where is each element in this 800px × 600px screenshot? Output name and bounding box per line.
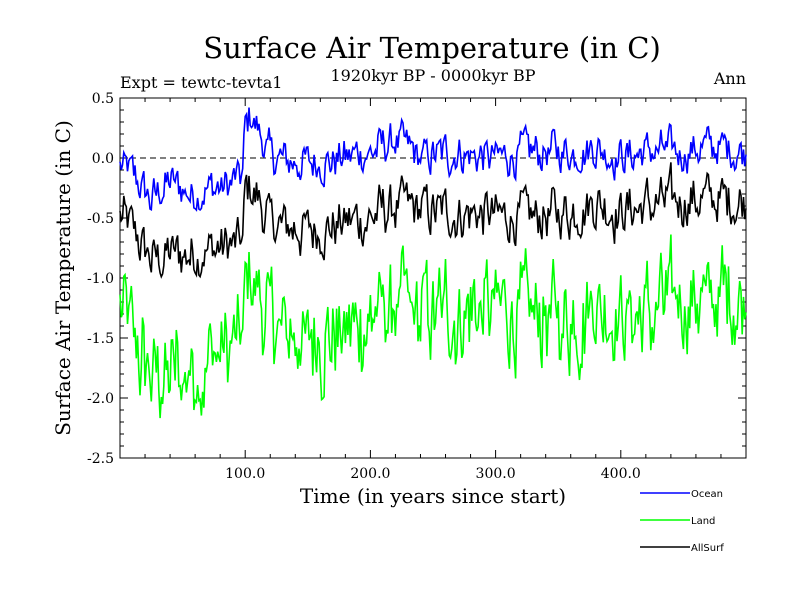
y-tick-label: -2.0 — [87, 391, 114, 407]
x-axis: 100.0 200.0 300.0 400.0 — [144, 98, 722, 482]
chart-subtitle: 1920kyr BP - 0000kyr BP — [331, 66, 536, 85]
period-label: Ann — [713, 69, 746, 88]
y-tick-label: 0.5 — [92, 91, 114, 107]
y-axis: -2.5 -2.0 -1.5 -1.0 -0.5 0.0 0.5 — [87, 91, 746, 467]
x-axis-label: Time (in years since start) — [300, 484, 566, 508]
series-line-ocean — [119, 107, 747, 212]
legend-label-ocean: Ocean — [691, 489, 723, 500]
x-tick-label: 300.0 — [476, 466, 516, 482]
x-tick-label: 200.0 — [350, 466, 390, 482]
x-tick-label: 400.0 — [601, 466, 641, 482]
y-tick-label: -0.5 — [87, 211, 114, 227]
y-tick-label: -1.0 — [87, 271, 114, 287]
series-lines — [119, 107, 747, 419]
y-tick-label: -1.5 — [87, 331, 114, 347]
series-line-allsurf — [119, 162, 747, 279]
legend-label-land: Land — [691, 516, 715, 527]
experiment-label: Expt = tewtc-tevta1 — [120, 73, 282, 92]
legend-label-allsurf: AllSurf — [691, 543, 724, 554]
x-tick-label: 100.0 — [225, 466, 265, 482]
series-line-land — [119, 234, 747, 419]
y-tick-label: 0.0 — [92, 151, 114, 167]
chart-title: Surface Air Temperature (in C) — [203, 31, 661, 65]
legend: Ocean Land AllSurf — [640, 489, 724, 554]
y-axis-label: Surface Air Temperature (in C) — [51, 120, 75, 436]
y-tick-label: -2.5 — [87, 451, 114, 467]
